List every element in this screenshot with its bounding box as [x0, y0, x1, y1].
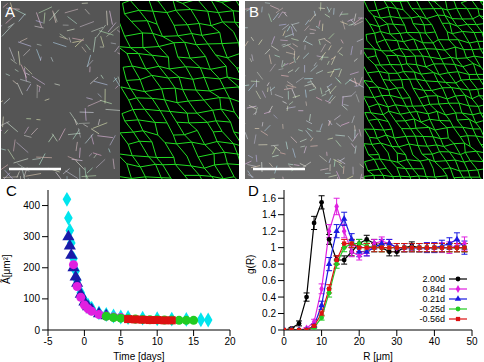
svg-text:10: 10 — [316, 336, 328, 347]
html-text:-0.25d: -0.25d — [419, 304, 445, 314]
svg-text:Ã[μm²]: Ã[μm²] — [0, 254, 12, 284]
svg-text:0: 0 — [270, 325, 276, 336]
svg-text:200: 200 — [23, 262, 40, 273]
svg-text:400: 400 — [23, 200, 40, 211]
svg-text:20: 20 — [354, 336, 366, 347]
svg-text:5: 5 — [118, 336, 124, 347]
svg-text:g(R): g(R) — [245, 255, 256, 274]
html-text:2.00d: 2.00d — [422, 274, 445, 284]
svg-text:20: 20 — [224, 336, 236, 347]
svg-text:A: A — [5, 3, 15, 20]
svg-text:10: 10 — [152, 336, 164, 347]
html-text:C: C — [6, 182, 17, 199]
svg-text:0.4: 0.4 — [262, 292, 276, 303]
svg-text:50: 50 — [466, 336, 478, 347]
svg-text:B: B — [249, 3, 259, 20]
svg-text:1.6: 1.6 — [262, 193, 276, 204]
html-text:-0.56d: -0.56d — [419, 314, 445, 324]
html-text:D: D — [248, 182, 259, 199]
svg-text:0: 0 — [82, 336, 88, 347]
svg-text:1: 1 — [270, 242, 276, 253]
html-text:0.84d: 0.84d — [422, 284, 445, 294]
svg-text:Time [days]: Time [days] — [113, 351, 165, 362]
svg-text:0.2: 0.2 — [262, 308, 276, 319]
svg-text:0.8: 0.8 — [262, 259, 276, 270]
svg-text:0: 0 — [34, 325, 40, 336]
svg-text:0: 0 — [281, 336, 287, 347]
svg-text:300: 300 — [23, 231, 40, 242]
svg-text:40: 40 — [429, 336, 441, 347]
svg-text:R [μm]: R [μm] — [363, 351, 393, 362]
html-text:0.21d: 0.21d — [422, 294, 445, 304]
svg-text:0.6: 0.6 — [262, 275, 276, 286]
svg-text:15: 15 — [188, 336, 200, 347]
svg-text:1.2: 1.2 — [262, 226, 276, 237]
svg-text:1.4: 1.4 — [262, 209, 276, 220]
svg-text:100: 100 — [23, 293, 40, 304]
svg-text:-5: -5 — [44, 336, 53, 347]
svg-text:30: 30 — [391, 336, 403, 347]
